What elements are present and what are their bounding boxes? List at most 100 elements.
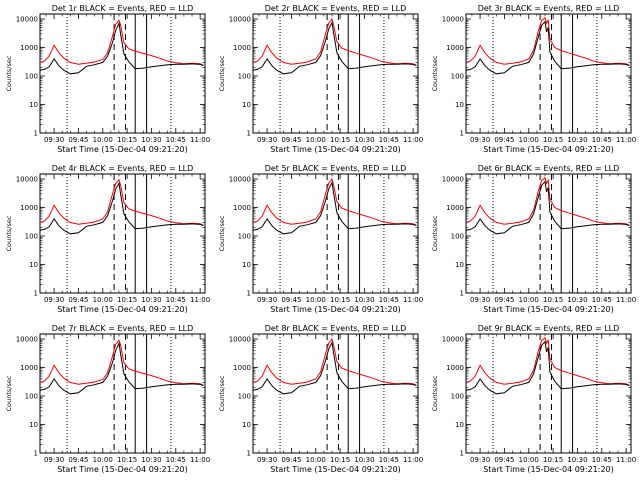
x-tick-label: 10:15: [117, 136, 137, 144]
chart-title: Det 8r BLACK = Events, RED = LLD: [265, 324, 407, 333]
chart-title: Det 2r BLACK = Events, RED = LLD: [265, 4, 407, 13]
y-tick-label: 100: [25, 393, 38, 401]
x-tick-label: 10:15: [330, 136, 350, 144]
detector-panel: Det 9r BLACK = Events, RED = LLD 1 10 100 10…: [426, 320, 639, 480]
chart-title: Det 1r BLACK = Events, RED = LLD: [52, 4, 194, 13]
chart-svg: Det 9r BLACK = Events, RED = LLD 1 10 100 10…: [431, 324, 636, 474]
series-line-black: [465, 180, 630, 235]
x-tick-label: 10:15: [330, 456, 350, 464]
plot-frame: [39, 13, 206, 134]
x-tick-label: 09:45: [494, 136, 514, 144]
y-axis-label: Counts/sec: [5, 375, 13, 411]
y-axis-label: Counts/sec: [431, 55, 439, 91]
x-tick-label: 09:30: [257, 296, 277, 304]
chart-svg: Det 8r BLACK = Events, RED = LLD 1 10 100 10…: [218, 324, 423, 474]
y-tick-label: 1: [247, 450, 251, 458]
y-tick-label: 1000: [233, 44, 251, 52]
y-tick-label: 10000: [229, 176, 251, 184]
chart-svg: Det 6r BLACK = Events, RED = LLD 1 10 100 10…: [431, 164, 636, 314]
x-tick-label: 09:45: [281, 136, 301, 144]
y-tick-label: 10: [29, 101, 38, 109]
series-line-red: [465, 176, 630, 226]
y-tick-label: 1: [247, 130, 251, 138]
detector-panel: Det 1r BLACK = Events, RED = LLD 1 10 100 10…: [0, 0, 213, 160]
series-line-black: [252, 181, 417, 235]
x-axis-label: Start Time (15-Dec-04 09:21:20): [270, 465, 401, 474]
y-axis-label: Counts/sec: [431, 375, 439, 411]
detector-panel: Det 6r BLACK = Events, RED = LLD 1 10 100 10…: [426, 160, 639, 320]
x-tick-label: 10:15: [330, 296, 350, 304]
y-tick-label: 1: [34, 290, 38, 298]
x-tick-label: 10:45: [592, 296, 612, 304]
y-tick-label: 10000: [16, 176, 38, 184]
y-axis-label: Counts/sec: [5, 215, 13, 251]
y-axis-label: Counts/sec: [218, 375, 226, 411]
chart-svg: Det 1r BLACK = Events, RED = LLD 1 10 100 10…: [5, 4, 210, 154]
y-tick-label: 10: [29, 261, 38, 269]
y-tick-label: 10: [455, 101, 464, 109]
x-tick-label: 10:00: [93, 296, 113, 304]
x-axis-label: Start Time (15-Dec-04 09:21:20): [270, 145, 401, 154]
x-tick-label: 09:30: [470, 296, 490, 304]
plot-frame: [39, 173, 206, 294]
x-tick-label: 10:15: [543, 296, 563, 304]
x-tick-label: 09:30: [257, 456, 277, 464]
detector-panel: Det 3r BLACK = Events, RED = LLD 1 10 100 10…: [426, 0, 639, 160]
x-tick-label: 10:00: [93, 136, 113, 144]
y-tick-label: 100: [451, 73, 464, 81]
y-tick-label: 10: [242, 261, 251, 269]
x-tick-label: 09:30: [257, 136, 277, 144]
x-tick-label: 11:00: [403, 296, 423, 304]
x-tick-label: 10:00: [519, 296, 539, 304]
y-tick-label: 1: [460, 450, 464, 458]
y-tick-label: 1000: [446, 204, 464, 212]
series-line-black: [39, 341, 204, 395]
chart-title: Det 5r BLACK = Events, RED = LLD: [265, 164, 407, 173]
x-tick-label: 11:00: [616, 296, 636, 304]
x-tick-label: 09:45: [281, 296, 301, 304]
x-tick-label: 11:00: [190, 456, 210, 464]
y-tick-label: 10: [455, 261, 464, 269]
y-tick-label: 1000: [233, 204, 251, 212]
x-tick-label: 09:30: [44, 456, 64, 464]
x-tick-label: 10:00: [306, 296, 326, 304]
detector-panel: Det 5r BLACK = Events, RED = LLD 1 10 100 10…: [213, 160, 426, 320]
y-tick-label: 10000: [229, 16, 251, 24]
x-tick-label: 10:15: [117, 456, 137, 464]
x-axis-label: Start Time (15-Dec-04 09:21:20): [483, 305, 614, 314]
x-tick-label: 09:45: [68, 456, 88, 464]
y-tick-label: 10000: [442, 176, 464, 184]
x-tick-label: 10:00: [93, 456, 113, 464]
x-tick-label: 11:00: [616, 136, 636, 144]
x-tick-label: 10:00: [306, 136, 326, 144]
series-line-red: [39, 19, 204, 66]
x-tick-label: 11:00: [403, 136, 423, 144]
y-tick-label: 1: [247, 290, 251, 298]
x-tick-label: 09:30: [44, 136, 64, 144]
x-tick-label: 09:45: [494, 456, 514, 464]
x-tick-label: 09:30: [470, 136, 490, 144]
x-tick-label: 10:45: [592, 456, 612, 464]
x-tick-label: 10:30: [567, 456, 587, 464]
x-tick-label: 10:30: [567, 136, 587, 144]
x-tick-label: 09:45: [68, 136, 88, 144]
y-tick-label: 1000: [20, 364, 38, 372]
x-tick-label: 10:00: [519, 136, 539, 144]
x-tick-label: 10:30: [141, 136, 161, 144]
y-tick-label: 100: [451, 233, 464, 241]
x-axis-label: Start Time (15-Dec-04 09:21:20): [57, 465, 188, 474]
plot-frame: [465, 173, 632, 294]
x-axis-label: Start Time (15-Dec-04 09:21:20): [483, 465, 614, 474]
y-axis-label: Counts/sec: [5, 55, 13, 91]
y-tick-label: 1000: [446, 364, 464, 372]
series-line-red: [39, 339, 204, 386]
series-line-red: [465, 16, 630, 66]
y-tick-label: 100: [25, 233, 38, 241]
y-tick-label: 1000: [20, 44, 38, 52]
detector-panel: Det 2r BLACK = Events, RED = LLD 1 10 100 10…: [213, 0, 426, 160]
plot-frame: [465, 333, 632, 454]
x-axis-label: Start Time (15-Dec-04 09:21:20): [57, 145, 188, 154]
x-tick-label: 10:00: [306, 456, 326, 464]
y-tick-label: 1: [34, 450, 38, 458]
chart-title: Det 7r BLACK = Events, RED = LLD: [52, 324, 194, 333]
